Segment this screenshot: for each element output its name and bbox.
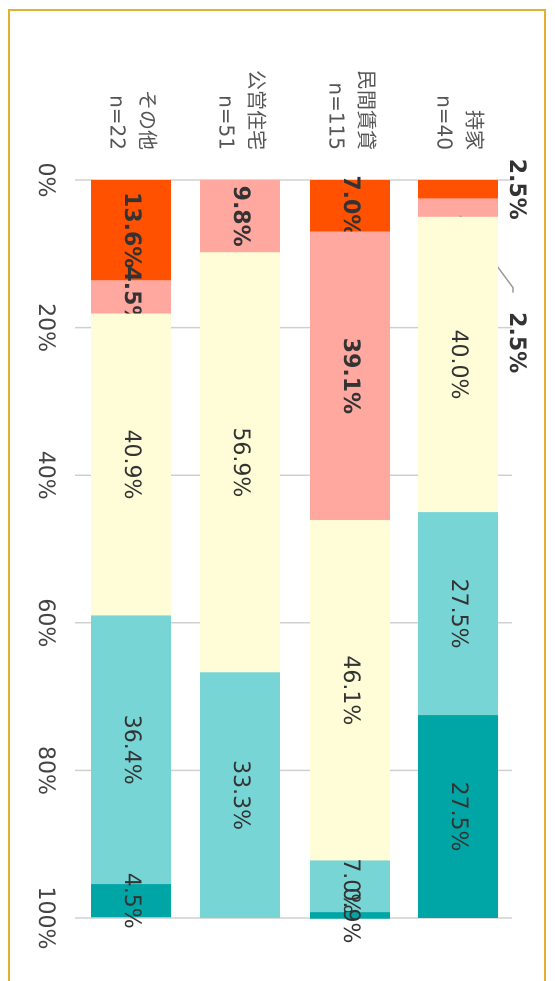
bar-segment: [310, 180, 390, 232]
bar-segment: [200, 672, 280, 918]
bar-segment: [91, 313, 171, 616]
value-label: 36.4%: [119, 715, 144, 785]
x-tick-label: 20%: [33, 303, 58, 352]
bar-segment: [200, 252, 280, 673]
value-label: 46.1%: [338, 655, 363, 725]
bar-segment: [310, 860, 390, 913]
value-label: 56.9%: [228, 427, 253, 497]
bar-segment: [418, 512, 498, 716]
category-note: n=40: [433, 95, 457, 150]
x-tick-label: 80%: [33, 746, 58, 795]
category-label: 公営住宅: [245, 70, 269, 150]
value-label: 9.8%: [228, 186, 253, 247]
bar-segment: [91, 615, 171, 885]
bar-segment: [418, 180, 498, 199]
value-label: 27.5%: [446, 579, 471, 649]
bar-segment: [200, 180, 280, 253]
value-label: 40.0%: [446, 330, 471, 400]
value-label: 4.5%: [119, 873, 144, 929]
value-label: 7.0%: [338, 858, 363, 914]
x-tick-label: 40%: [33, 451, 58, 500]
category-note: n=22: [106, 95, 130, 150]
frame: [8, 9, 546, 981]
value-label: 2.5%: [504, 312, 529, 373]
bar-segment: [418, 216, 498, 513]
value-label: 33.3%: [228, 760, 253, 830]
category-label: 民間賃貸: [355, 70, 379, 150]
category-label: 持家: [463, 110, 487, 150]
bar-segment: [310, 912, 390, 919]
bar-segment: [418, 198, 498, 217]
value-label: 39.1%: [338, 338, 363, 414]
value-label: 7.0%: [338, 175, 363, 236]
category-note: n=51: [215, 95, 239, 150]
bar-segment: [310, 231, 390, 521]
value-label: 27.5%: [446, 782, 471, 852]
category-label: その他: [136, 90, 160, 150]
bar-segment: [91, 280, 171, 314]
value-label: 40.9%: [119, 430, 144, 500]
value-label: 13.6%: [119, 192, 144, 268]
bar-segment: [91, 180, 171, 281]
x-tick-label: 60%: [33, 598, 58, 647]
category-note: n=115: [325, 82, 349, 150]
value-label: 0.9%: [338, 887, 363, 943]
x-tick-label: 0%: [33, 163, 58, 198]
bar-segment: [91, 884, 171, 918]
bar-segment: [310, 520, 390, 861]
bar-segment: [418, 715, 498, 918]
x-tick-label: 100%: [33, 887, 58, 950]
value-label: 2.5%: [504, 159, 529, 220]
